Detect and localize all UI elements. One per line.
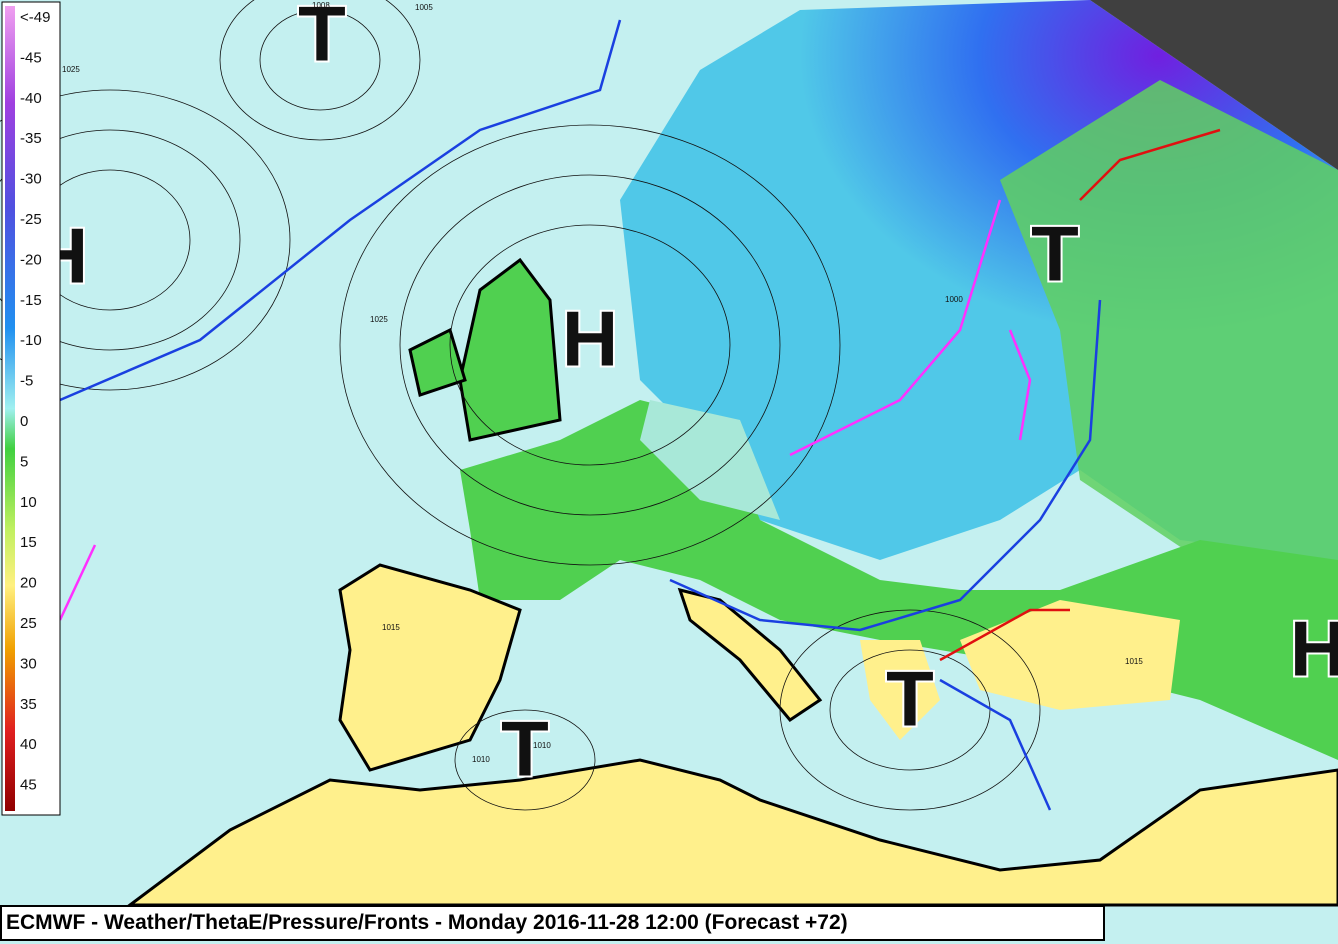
no-data <box>1090 0 1338 170</box>
colorbar <box>5 6 15 811</box>
pressure-center: T <box>501 705 549 793</box>
colorbar-label: -5 <box>20 373 33 390</box>
colorbar-label: 0 <box>20 413 28 430</box>
land-iberia <box>338 563 522 772</box>
colorbar-label: 35 <box>20 696 37 713</box>
fronts <box>58 19 1221 811</box>
colorbar-label: 40 <box>20 736 37 753</box>
colorbar-label: -35 <box>20 130 42 147</box>
isobar-label: 1010 <box>472 755 490 764</box>
map-title: ECMWF - Weather/ThetaE/Pressure/Fronts -… <box>0 905 1105 941</box>
colorbar-label: -25 <box>20 211 42 228</box>
isobar-label: 1008 <box>312 1 330 10</box>
land-italy <box>677 587 823 722</box>
colorbar-label: -40 <box>20 90 42 107</box>
colorbar-label: 15 <box>20 534 37 551</box>
pressure-center: T <box>1031 210 1079 298</box>
colorbar-label: 45 <box>20 777 37 794</box>
isobar-labels: 1025 1025 1015 1010 1010 1000 1015 1005 1008 <box>62 1 1143 764</box>
colorbar-labels: <-49 -45 -40 -35 -30 -25 -20 -15 -10 -5 0 5 10 15 20 25… <box>20 9 50 794</box>
land-mild <box>1000 80 1338 560</box>
colorbar-label: -20 <box>20 251 42 268</box>
colorbar-label: 20 <box>20 575 37 592</box>
colorbar-label: -30 <box>20 171 42 188</box>
colorbar-label: -15 <box>20 292 42 309</box>
land-ireland <box>408 327 467 397</box>
pressure-center: H <box>1290 605 1338 693</box>
isobar-label: 1015 <box>1125 657 1143 666</box>
colorbar-label: <-49 <box>20 9 50 26</box>
land-africa <box>125 758 1338 907</box>
isobar-label: 1005 <box>415 3 433 12</box>
isobar-label: 1000 <box>945 295 963 304</box>
land-alps <box>640 400 780 520</box>
isobar-label: 1010 <box>533 741 551 750</box>
isobar-label: 1025 <box>62 65 80 74</box>
colorbar-label: -45 <box>20 49 42 66</box>
colorbar-label: 5 <box>20 453 28 470</box>
isobar-label: 1025 <box>370 315 388 324</box>
pressure-center: H <box>562 295 618 383</box>
pressure-center: T <box>886 655 934 743</box>
colorbar-label: -10 <box>20 332 42 349</box>
colorbar-label: 10 <box>20 494 37 511</box>
colorbar-label: 30 <box>20 655 37 672</box>
land-greece <box>860 640 940 740</box>
land-anatolia <box>960 600 1180 710</box>
colorbar-label: 25 <box>20 615 37 632</box>
isobar-label: 1015 <box>382 623 400 632</box>
pressure-center: T <box>298 0 346 78</box>
